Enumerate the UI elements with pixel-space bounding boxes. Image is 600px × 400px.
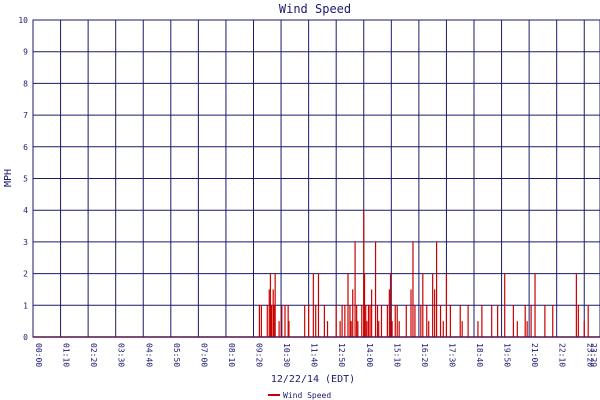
x-tick-label: 16:20: [420, 343, 429, 367]
y-tick-label: 5: [23, 175, 28, 184]
x-tick-label: 23:20: [585, 343, 594, 367]
y-tick-label: 6: [23, 143, 28, 152]
legend: Wind Speed: [268, 391, 331, 400]
x-axis-title: 12/22/14 (EDT): [271, 374, 355, 385]
x-tick-label: 22:10: [558, 343, 567, 367]
x-tick-label: 01:10: [62, 343, 71, 367]
x-tick-label: 21:00: [530, 343, 539, 367]
y-tick-label: 7: [23, 111, 28, 120]
x-tick-label: 10:30: [282, 343, 291, 367]
x-tick-label: 12:50: [337, 343, 346, 367]
x-tick-label: 09:20: [255, 343, 264, 367]
y-tick-label: 10: [18, 16, 28, 25]
x-tick-label: 00:00: [34, 343, 43, 367]
x-tick-label: 19:50: [503, 343, 512, 367]
y-tick-label: 2: [23, 270, 28, 279]
x-tick-label: 02:20: [89, 343, 98, 367]
y-tick-label: 1: [23, 301, 28, 310]
plot-frame: [32, 19, 600, 338]
x-tick-label: 08:10: [227, 343, 236, 367]
y-tick-label: 3: [23, 238, 28, 247]
x-tick-label: 07:00: [199, 343, 208, 367]
x-tick-label: 17:30: [447, 343, 456, 367]
y-tick-label: 0: [23, 333, 28, 342]
grid: [33, 20, 600, 337]
x-tick-label: 05:50: [172, 343, 181, 367]
x-tick-label: 03:30: [117, 343, 126, 367]
x-tick-label: 14:00: [365, 343, 374, 367]
x-tick-label: 11:40: [310, 343, 319, 367]
y-tick-label: 4: [23, 206, 28, 215]
y-tick-label: 8: [23, 79, 28, 88]
chart-title: Wind Speed: [279, 2, 351, 16]
x-axis-ticks: 00:00 01:10 02:20 03:30 04:40 05:50 07:00 08:10…: [34, 343, 598, 367]
legend-label: Wind Speed: [283, 391, 331, 400]
y-axis-title: MPH: [3, 169, 14, 187]
x-tick-label: 18:40: [475, 343, 484, 367]
x-tick-label: 23:29: [589, 343, 598, 367]
y-tick-label: 9: [23, 48, 28, 57]
x-tick-label: 15:10: [392, 343, 401, 367]
x-tick-label: 04:40: [144, 343, 153, 367]
y-axis-ticks: 0 1 2 3 4 5 6 7 8 9 10: [18, 16, 28, 342]
